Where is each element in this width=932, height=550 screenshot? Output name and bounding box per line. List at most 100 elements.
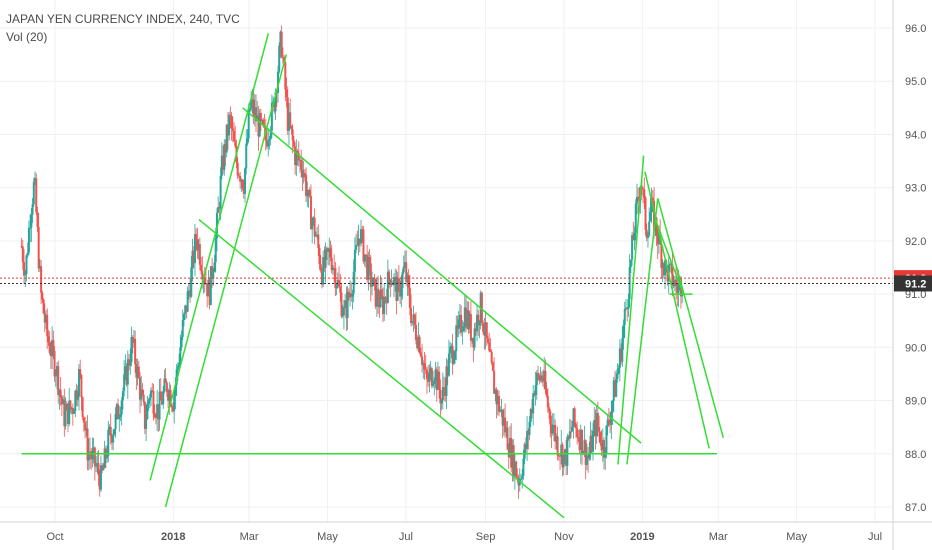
candle-body bbox=[403, 262, 406, 267]
candle-body bbox=[505, 427, 508, 433]
candle-body bbox=[436, 371, 439, 391]
candle-body bbox=[562, 453, 565, 468]
trendline-descend-2[interactable] bbox=[657, 198, 725, 439]
candle-body bbox=[661, 263, 664, 269]
trendline-rally-left[interactable] bbox=[617, 155, 645, 465]
candle-body bbox=[180, 336, 183, 348]
candle-body bbox=[581, 429, 584, 455]
candle-body bbox=[345, 300, 348, 318]
trendline-rising-channel-lower[interactable] bbox=[164, 54, 288, 508]
candle-body bbox=[500, 409, 503, 411]
candle-body bbox=[86, 428, 89, 461]
candle-body bbox=[27, 227, 30, 253]
candle-body bbox=[106, 456, 109, 459]
candle-body bbox=[611, 400, 614, 412]
candle-body bbox=[390, 283, 393, 285]
candle-body bbox=[73, 411, 76, 414]
candle-body bbox=[57, 366, 60, 396]
candle-body bbox=[461, 330, 464, 333]
candle-body bbox=[533, 393, 536, 396]
candle-body bbox=[102, 467, 105, 471]
candle-body bbox=[594, 420, 597, 437]
candle-body bbox=[351, 293, 354, 297]
candle-body bbox=[457, 319, 460, 329]
candle-body bbox=[530, 409, 533, 414]
candle-body bbox=[325, 248, 328, 250]
candle-body bbox=[545, 389, 548, 396]
trendline-descend-1[interactable] bbox=[644, 171, 710, 449]
candle-body bbox=[577, 437, 580, 439]
candle-body bbox=[258, 112, 261, 137]
candle-body bbox=[526, 430, 529, 449]
candle-body bbox=[167, 392, 170, 401]
trendline-falling-channel-upper[interactable] bbox=[242, 107, 642, 444]
candle-body bbox=[541, 378, 544, 382]
candle-body bbox=[468, 314, 471, 330]
candle-body bbox=[311, 221, 314, 230]
candle-body bbox=[30, 214, 33, 228]
candle-body bbox=[555, 436, 558, 442]
candle-body bbox=[230, 116, 233, 129]
candle-body bbox=[496, 395, 499, 405]
time-axis[interactable]: Oct 2018 Mar May Jul Sep Nov 2019 Mar May Jul bbox=[0, 521, 932, 543]
candle-body bbox=[251, 99, 254, 101]
candle-body bbox=[377, 288, 380, 303]
candle-body bbox=[301, 169, 304, 178]
candle-body bbox=[75, 390, 78, 400]
candle-body bbox=[197, 244, 200, 251]
candle-body bbox=[207, 279, 210, 297]
candle-body bbox=[319, 264, 322, 271]
trendline-rally-right[interactable] bbox=[626, 198, 659, 465]
candle-body bbox=[308, 189, 311, 197]
candle-body bbox=[181, 319, 184, 337]
candle-body bbox=[570, 431, 573, 433]
candle-body bbox=[192, 250, 195, 264]
candle-body bbox=[434, 369, 437, 381]
candle-body bbox=[478, 320, 481, 326]
candle-body bbox=[539, 375, 542, 381]
candle-body bbox=[366, 254, 369, 280]
candle-body bbox=[228, 114, 231, 136]
candle-body bbox=[98, 475, 101, 490]
candle-body bbox=[399, 280, 402, 297]
candle-body bbox=[80, 375, 83, 398]
candle-body bbox=[341, 315, 344, 317]
candle-body bbox=[645, 229, 648, 238]
candle-body bbox=[43, 313, 46, 323]
candle-body bbox=[113, 429, 116, 435]
candle-body bbox=[373, 277, 376, 280]
price-axis[interactable]: 96.0 95.0 94.0 93.0 92.0 91.0 90.0 89.0 88.0 87.0… bbox=[892, 0, 932, 550]
candle-body bbox=[344, 300, 347, 308]
candle-body bbox=[414, 324, 417, 341]
candle-body bbox=[355, 245, 358, 250]
candle-body bbox=[248, 108, 251, 112]
candle-body bbox=[340, 292, 343, 317]
candles bbox=[20, 25, 684, 500]
trendline-rising-channel-upper[interactable] bbox=[149, 33, 270, 481]
candle-body bbox=[425, 370, 428, 380]
candle-body bbox=[103, 448, 106, 468]
candle-body bbox=[313, 217, 316, 237]
candle-body bbox=[447, 353, 450, 376]
candle-body bbox=[91, 450, 94, 460]
candle-body bbox=[148, 397, 151, 401]
candle-body bbox=[108, 426, 111, 430]
candle-body bbox=[176, 366, 179, 370]
candle-body bbox=[146, 403, 149, 420]
candle-body bbox=[269, 130, 272, 140]
trendlines[interactable] bbox=[21, 33, 725, 519]
candle-body bbox=[548, 407, 551, 412]
candle-body bbox=[42, 299, 45, 314]
candle-body bbox=[119, 414, 122, 417]
trendline-falling-channel-lower[interactable] bbox=[198, 219, 565, 519]
candle-body bbox=[328, 248, 331, 252]
candle-body bbox=[493, 370, 496, 394]
x-tick-label: Sep bbox=[476, 531, 496, 543]
candle-body bbox=[253, 107, 256, 116]
candle-body bbox=[178, 362, 181, 367]
candle-body bbox=[117, 404, 120, 420]
volume-indicator-label: Vol (20) bbox=[6, 30, 48, 44]
trendline-descend-3[interactable] bbox=[654, 219, 685, 295]
candle-body bbox=[435, 369, 438, 391]
